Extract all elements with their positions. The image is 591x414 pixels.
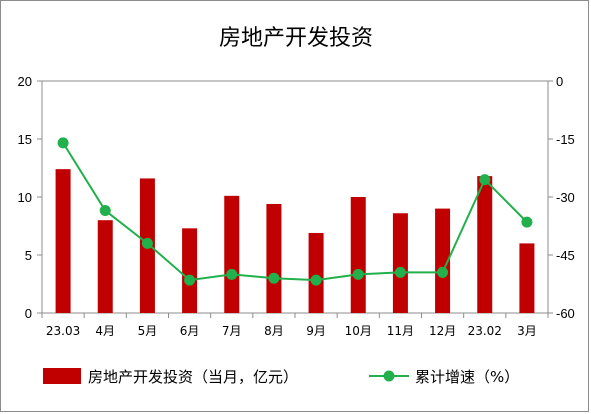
y-right-tick-label: -45 <box>556 248 575 263</box>
growth-point <box>99 205 111 217</box>
y-left-tick-label: 15 <box>18 132 32 147</box>
bar <box>308 232 324 313</box>
legend: 房地产开发投资（当月，亿元） 累计增速（%） <box>43 368 519 386</box>
x-tick-label: 5月 <box>138 324 158 338</box>
y-left-tick-label: 20 <box>18 74 32 89</box>
plot-area: 0 5 10 15 20 -60 -45 -30 -15 0 23.03 4月 5月 6月 7月 8月 9月 10… <box>18 74 575 338</box>
bar <box>477 176 493 313</box>
bar <box>350 197 366 313</box>
bar <box>182 228 198 313</box>
growth-point <box>437 266 449 278</box>
bar <box>435 208 451 313</box>
growth-point <box>226 268 238 280</box>
bar <box>392 213 408 313</box>
y-left-tick-label: 0 <box>25 306 32 321</box>
x-tick-label: 10月 <box>345 324 372 338</box>
x-tick-label: 11月 <box>387 324 414 338</box>
x-tick-label: 12月 <box>429 324 456 338</box>
growth-point <box>141 237 153 249</box>
growth-point <box>310 274 322 286</box>
x-tick-label: 6月 <box>180 324 200 338</box>
growth-point <box>479 174 491 186</box>
y-right-tick-label: -60 <box>556 306 575 321</box>
x-tick-label: 23.02 <box>468 324 502 338</box>
x-tick-label: 3月 <box>517 324 537 338</box>
bar <box>224 195 240 313</box>
growth-point <box>352 268 364 280</box>
y-right-tick-label: 0 <box>556 74 563 89</box>
legend-bar-swatch <box>43 368 81 384</box>
growth-line <box>62 142 528 282</box>
x-tick-label: 9月 <box>306 324 326 338</box>
growth-point <box>184 274 196 286</box>
chart-title: 房地产开发投资 <box>219 26 373 51</box>
bar <box>266 203 282 313</box>
growth-point <box>268 272 280 284</box>
legend-line-marker <box>383 370 395 382</box>
y-left-tick-label: 5 <box>25 248 32 263</box>
growth-point <box>394 266 406 278</box>
legend-bar-label: 房地产开发投资（当月，亿元） <box>88 368 298 386</box>
bar <box>97 220 113 313</box>
y-left-tick-label: 10 <box>18 190 32 205</box>
growth-point <box>521 216 533 228</box>
growth-point <box>57 137 69 149</box>
x-tick-label: 7月 <box>222 324 242 338</box>
x-tick-label: 23.03 <box>46 324 80 338</box>
legend-line-label: 累计增速（%） <box>415 368 519 386</box>
y-right-tick-label: -30 <box>556 190 575 205</box>
y-right-tick-label: -15 <box>556 132 575 147</box>
bar <box>519 243 535 313</box>
x-tick-label: 4月 <box>95 324 115 338</box>
x-tick-label: 8月 <box>264 324 284 338</box>
bar <box>55 169 71 313</box>
